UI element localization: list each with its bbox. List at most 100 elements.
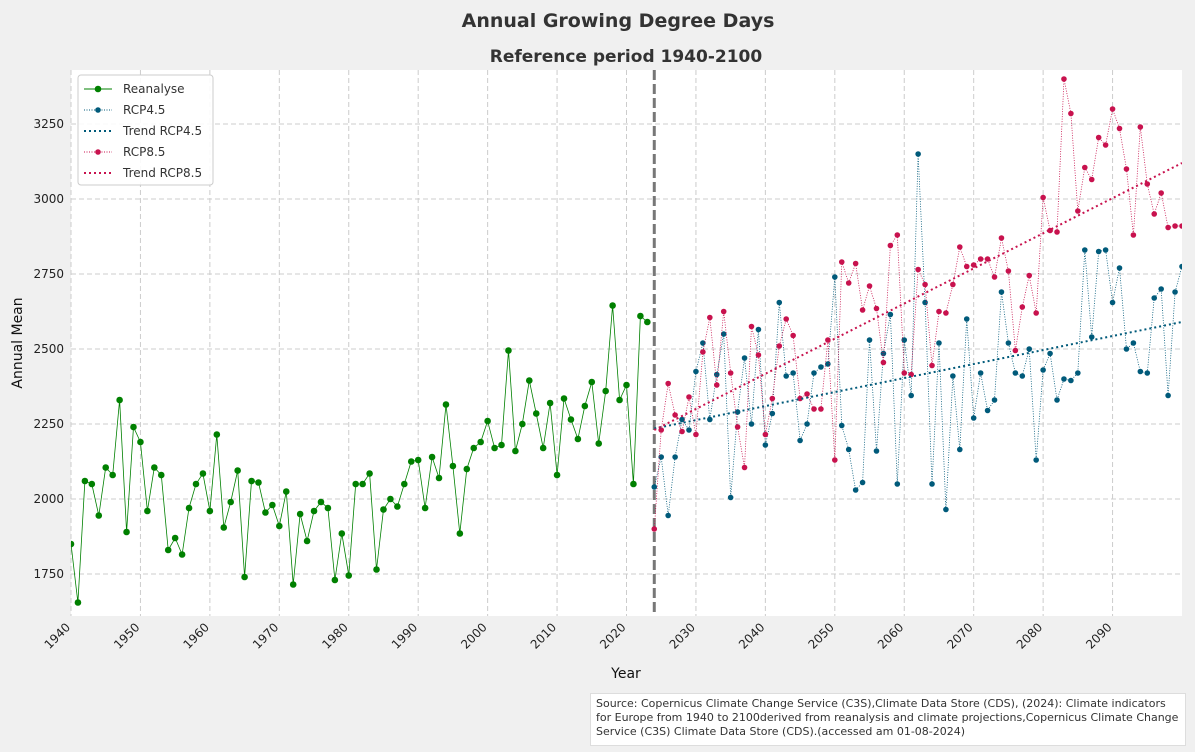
series-line-trend-rcp8-5	[653, 162, 1182, 431]
data-point-rcp4-5	[1165, 392, 1171, 399]
data-point-rcp4-5	[762, 442, 769, 448]
data-point-rcp8-5	[859, 307, 866, 313]
data-point-reanalyse	[519, 420, 526, 428]
data-point-rcp4-5	[887, 311, 894, 318]
data-point-reanalyse	[199, 470, 207, 477]
data-point-rcp8-5	[1130, 232, 1137, 238]
data-point-reanalyse	[123, 528, 130, 536]
data-point-reanalyse	[623, 381, 630, 389]
data-point-rcp4-5	[1047, 350, 1053, 357]
data-point-rcp4-5	[818, 364, 824, 370]
data-point-reanalyse	[324, 504, 332, 512]
data-point-rcp8-5	[686, 394, 692, 400]
x-tick-label: 2050	[805, 620, 836, 651]
data-point-reanalyse	[435, 474, 443, 482]
data-point-reanalyse	[491, 444, 498, 452]
data-point-rcp8-5	[1026, 272, 1033, 279]
data-point-rcp4-5	[1172, 289, 1178, 295]
data-point-rcp4-5	[859, 479, 866, 486]
data-point-reanalyse	[185, 504, 193, 512]
data-point-rcp8-5	[901, 370, 908, 376]
x-tick-label: 1990	[389, 620, 420, 651]
data-point-rcp8-5	[894, 232, 901, 238]
data-point-reanalyse	[428, 453, 436, 461]
data-point-reanalyse	[206, 507, 214, 515]
data-point-reanalyse	[71, 540, 75, 548]
data-point-reanalyse	[262, 509, 269, 516]
data-point-reanalyse	[151, 464, 158, 471]
data-point-rcp4-5	[686, 427, 692, 433]
data-point-rcp8-5	[1054, 229, 1060, 235]
data-point-reanalyse	[616, 396, 623, 404]
data-point-reanalyse	[213, 431, 221, 438]
data-point-reanalyse	[88, 480, 96, 488]
data-point-rcp8-5	[1151, 211, 1158, 217]
data-point-rcp4-5	[700, 340, 706, 346]
x-tick-label: 1960	[180, 620, 211, 651]
data-point-reanalyse	[525, 377, 533, 384]
data-point-reanalyse	[130, 423, 137, 431]
data-point-rcp8-5	[845, 280, 852, 286]
data-point-rcp8-5	[1144, 181, 1151, 187]
legend-swatch-marker	[95, 107, 101, 113]
data-point-rcp8-5	[977, 256, 984, 262]
data-point-reanalyse	[574, 435, 582, 443]
data-point-rcp8-5	[693, 431, 699, 438]
data-point-reanalyse	[637, 312, 644, 320]
data-point-reanalyse	[449, 462, 457, 470]
x-tick-label: 1980	[319, 620, 350, 651]
data-point-rcp4-5	[894, 481, 901, 487]
data-point-rcp8-5	[1019, 304, 1026, 310]
data-point-rcp8-5	[741, 464, 748, 471]
data-point-rcp8-5	[936, 308, 942, 315]
data-point-rcp8-5	[700, 349, 706, 355]
x-tick-label: 2000	[458, 620, 489, 651]
data-point-reanalyse	[192, 480, 200, 488]
data-point-rcp4-5	[1102, 247, 1109, 253]
legend-box	[77, 74, 214, 186]
data-point-reanalyse	[644, 318, 651, 326]
data-point-rcp8-5	[887, 242, 894, 249]
x-tick-label: 1950	[111, 620, 142, 651]
data-point-reanalyse	[581, 402, 589, 410]
data-point-rcp8-5	[838, 259, 845, 265]
data-point-rcp8-5	[1081, 164, 1088, 171]
y-tick-label: 2000	[33, 492, 64, 506]
data-point-reanalyse	[387, 495, 394, 503]
x-axis-label: Year	[610, 666, 641, 682]
data-point-reanalyse	[567, 416, 575, 423]
data-point-rcp8-5	[991, 274, 998, 280]
data-point-reanalyse	[164, 546, 172, 554]
data-point-reanalyse	[512, 447, 519, 455]
data-point-rcp8-5	[769, 395, 776, 402]
data-point-reanalyse	[498, 441, 505, 449]
data-point-reanalyse	[359, 480, 366, 488]
data-point-rcp8-5	[804, 391, 810, 397]
data-point-reanalyse	[588, 378, 596, 386]
legend-entry-label: RCP8.5	[123, 145, 165, 159]
data-point-rcp4-5	[1012, 370, 1019, 376]
data-point-rcp8-5	[797, 395, 803, 402]
chart-subtitle: Reference period 1940-2100	[490, 47, 763, 67]
data-point-rcp4-5	[1137, 368, 1144, 375]
data-point-rcp8-5	[811, 406, 817, 412]
data-point-rcp8-5	[957, 244, 963, 250]
data-point-rcp8-5	[1109, 106, 1116, 112]
data-point-rcp4-5	[1068, 377, 1074, 384]
data-point-reanalyse	[171, 534, 179, 542]
data-point-reanalyse	[421, 504, 429, 512]
data-point-reanalyse	[546, 399, 554, 407]
data-point-rcp8-5	[1137, 124, 1144, 130]
data-point-reanalyse	[116, 396, 123, 404]
data-point-rcp8-5	[1061, 76, 1067, 82]
data-point-rcp8-5	[679, 428, 685, 435]
data-point-rcp4-5	[957, 446, 963, 453]
data-point-reanalyse	[532, 410, 540, 417]
data-point-rcp8-5	[755, 352, 762, 358]
data-point-rcp4-5	[825, 361, 831, 367]
data-point-rcp4-5	[1061, 376, 1067, 382]
x-tick-label: 2080	[1014, 620, 1045, 651]
data-point-rcp8-5	[963, 263, 970, 270]
